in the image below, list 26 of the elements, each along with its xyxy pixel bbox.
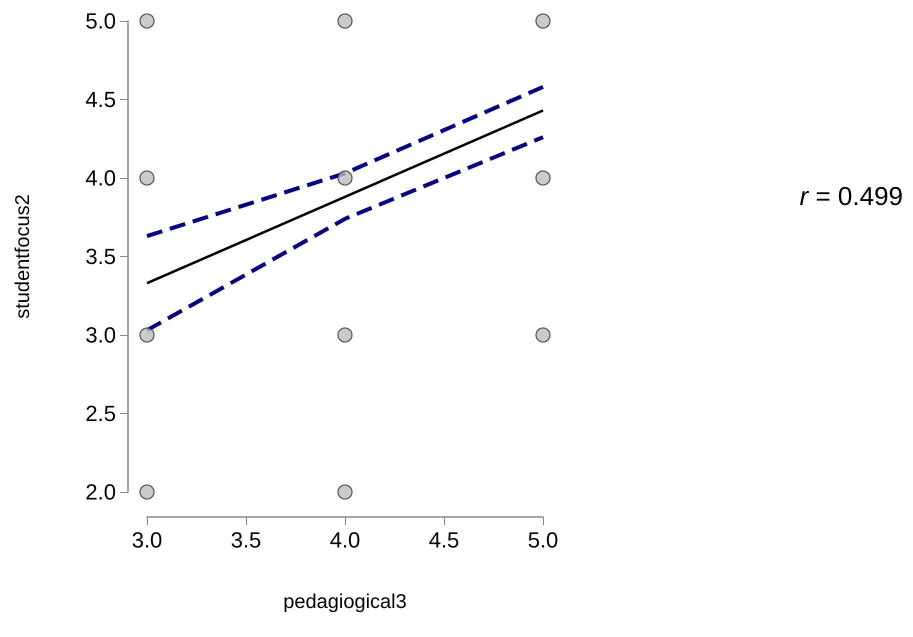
point [535, 13, 551, 29]
point [337, 170, 353, 186]
y-tick-label: 2.0 [85, 480, 116, 504]
x-tick-label: 4.0 [330, 528, 360, 552]
point [139, 170, 155, 186]
point [535, 327, 551, 343]
y-tick-label: 5.0 [85, 8, 116, 34]
y-tick-label: 4.0 [85, 166, 116, 190]
point [139, 327, 155, 343]
x-tick-label: 3.0 [132, 528, 162, 552]
point [337, 13, 353, 29]
x-tick-label: 5.0 [528, 528, 558, 552]
point [139, 13, 155, 29]
text: r = 0.499 [800, 181, 904, 211]
x-tick-label: 4.5 [428, 528, 460, 552]
y-axis-title: studentfocus2 [12, 194, 34, 319]
x-axis-title: pedagiogical3 [283, 591, 407, 613]
point [139, 484, 155, 500]
point [337, 484, 353, 500]
y-tick-label: 3.0 [85, 322, 116, 348]
y-tick-label: 2.5 [85, 401, 116, 426]
y-tick-label: 4.5 [85, 87, 116, 112]
point [337, 327, 353, 343]
x-tick-label: 3.5 [230, 528, 262, 552]
point [535, 170, 551, 186]
y-tick-label: 3.5 [85, 244, 116, 269]
